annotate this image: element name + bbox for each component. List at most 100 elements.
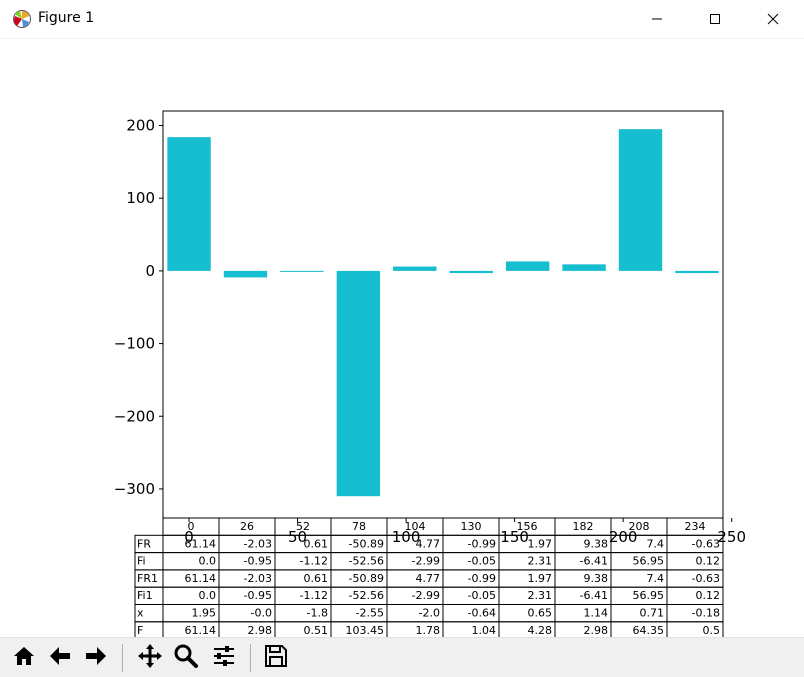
bar xyxy=(280,270,324,272)
pan-icon xyxy=(137,643,163,673)
close-button[interactable] xyxy=(744,0,802,38)
table-cell: -6.41 xyxy=(580,555,608,568)
bar xyxy=(562,264,606,271)
toolbar-separator xyxy=(122,644,123,672)
table-cell: 2.31 xyxy=(528,589,553,602)
window-title: Figure 1 xyxy=(38,10,95,26)
table-cell: -0.05 xyxy=(468,589,496,602)
bar xyxy=(393,266,437,271)
table-column-header: 130 xyxy=(461,520,482,533)
table-cell: -0.0 xyxy=(251,607,272,620)
table-cell: -0.64 xyxy=(468,607,496,620)
save-button[interactable] xyxy=(260,642,292,674)
bar xyxy=(618,129,663,271)
forward-button[interactable] xyxy=(80,642,112,674)
back-arrow-icon xyxy=(48,644,72,672)
table-column-header: 208 xyxy=(629,520,650,533)
table-cell: 0.71 xyxy=(640,607,665,620)
table-cell: -6.41 xyxy=(580,589,608,602)
bar xyxy=(223,270,268,278)
table-cell: -0.99 xyxy=(468,572,496,585)
table-cell: -1.12 xyxy=(300,589,328,602)
table-cell: 0.5 xyxy=(703,624,721,637)
table-cell: 1.97 xyxy=(528,572,553,585)
table-cell: -2.03 xyxy=(244,537,272,550)
minimize-button[interactable] xyxy=(628,0,686,38)
maximize-icon xyxy=(709,10,721,29)
x-tick-label: 0 xyxy=(184,528,194,546)
zoom-icon xyxy=(173,643,199,673)
table-cell: 1.97 xyxy=(528,537,553,550)
table-cell: 2.31 xyxy=(528,555,553,568)
table-cell: 0.12 xyxy=(696,589,721,602)
table-cell: 4.28 xyxy=(528,624,553,637)
bar xyxy=(167,137,211,271)
x-tick-label: 50 xyxy=(288,528,307,546)
table-cell: 7.4 xyxy=(647,537,665,550)
table-cell: 56.95 xyxy=(633,589,665,602)
maximize-button[interactable] xyxy=(686,0,744,38)
table-cell: 64.35 xyxy=(633,624,665,637)
configure-subplots-button[interactable] xyxy=(208,642,240,674)
table-cell: 103.45 xyxy=(346,624,385,637)
table-cell: -1.12 xyxy=(300,555,328,568)
table-column-header: 182 xyxy=(573,520,594,533)
table-cell: 2.98 xyxy=(584,624,609,637)
table-row-label: Fi1 xyxy=(137,589,153,602)
y-tick-label: 0 xyxy=(145,262,155,280)
x-tick-label: 150 xyxy=(500,528,529,546)
pan-button[interactable] xyxy=(134,642,166,674)
table-column-header: 156 xyxy=(517,520,538,533)
bar xyxy=(505,261,550,271)
table-cell: 2.98 xyxy=(248,624,273,637)
table-row-label: x xyxy=(137,607,144,620)
table-cell: -0.99 xyxy=(468,537,496,550)
home-icon xyxy=(12,644,36,672)
table-cell: -52.56 xyxy=(349,589,384,602)
y-tick-label: −100 xyxy=(114,335,155,353)
table-cell: -0.63 xyxy=(692,572,720,585)
table-cell: -2.55 xyxy=(356,607,384,620)
zoom-button[interactable] xyxy=(170,642,202,674)
table-cell: 1.04 xyxy=(472,624,497,637)
table-cell: 1.95 xyxy=(192,607,217,620)
home-button[interactable] xyxy=(8,642,40,674)
y-tick-label: 100 xyxy=(126,189,155,207)
table-cell: 0.51 xyxy=(304,624,329,637)
back-button[interactable] xyxy=(44,642,76,674)
minimize-icon xyxy=(651,10,663,29)
table-cell: -50.89 xyxy=(349,537,384,550)
bar xyxy=(449,270,493,274)
y-tick-label: 200 xyxy=(126,117,155,135)
forward-arrow-icon xyxy=(84,644,108,672)
table-cell: -2.99 xyxy=(412,589,440,602)
table-cell: 0.61 xyxy=(304,572,329,585)
table-cell: -1.8 xyxy=(307,607,328,620)
table-cell: 7.4 xyxy=(647,572,665,585)
table-column-header: 104 xyxy=(405,520,426,533)
x-tick-label: 250 xyxy=(717,528,746,546)
table-cell: 9.38 xyxy=(584,537,609,550)
table-cell: 1.78 xyxy=(416,624,441,637)
table-cell: -2.0 xyxy=(419,607,440,620)
table-cell: 61.14 xyxy=(185,572,217,585)
bar xyxy=(336,270,381,497)
table-cell: -2.99 xyxy=(412,555,440,568)
table-column-header: 234 xyxy=(685,520,706,533)
table-column-header: 78 xyxy=(352,520,366,533)
table-cell-box xyxy=(666,621,724,637)
data-table: FR 61.14 -2.03 0.61 -50.89 4.77 -0.99 1.97 9.38 7… xyxy=(134,534,724,637)
navigation-toolbar xyxy=(0,637,804,677)
table-cell: 0.0 xyxy=(199,589,217,602)
table-column-header: 26 xyxy=(240,520,254,533)
table-cell: 0.65 xyxy=(528,607,553,620)
figure-canvas[interactable]: 200 100 0 −100 −200 −300 0 50 100 150 200 250 0 26 52 7… xyxy=(0,39,804,637)
table-cell: -50.89 xyxy=(349,572,384,585)
table-cell: 0.0 xyxy=(199,555,217,568)
table-cell: 9.38 xyxy=(584,572,609,585)
matplotlib-icon xyxy=(12,9,32,29)
window-titlebar: Figure 1 xyxy=(0,0,804,39)
table-cell: 1.14 xyxy=(584,607,609,620)
table-cell: -2.03 xyxy=(244,572,272,585)
table-column-header: 52 xyxy=(296,520,310,533)
